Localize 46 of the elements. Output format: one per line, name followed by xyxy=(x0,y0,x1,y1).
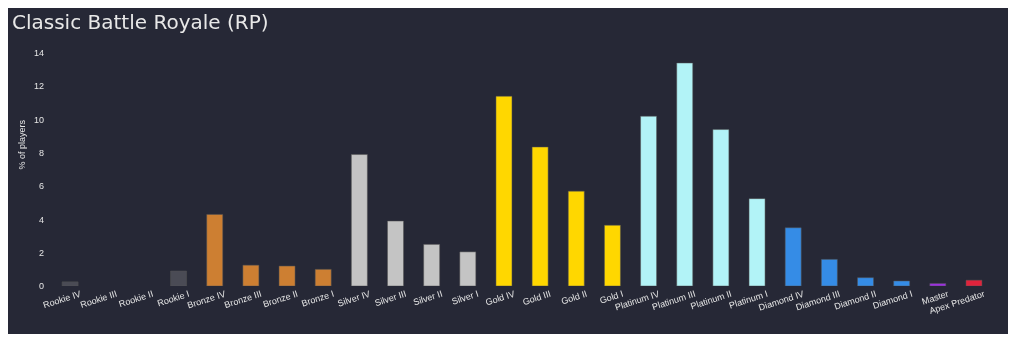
y-tick-label: 0 xyxy=(38,281,44,292)
x-tick-label: Bronze II xyxy=(261,288,300,310)
bar xyxy=(568,190,585,286)
bar xyxy=(857,277,874,286)
bar xyxy=(351,154,368,286)
x-tick-label: Gold II xyxy=(559,288,589,307)
y-tick-label: 10 xyxy=(33,114,44,125)
y-tick-label: 8 xyxy=(38,148,44,159)
bar xyxy=(61,281,79,286)
y-tick-label: 4 xyxy=(38,214,44,225)
x-tick-label: Gold III xyxy=(521,288,553,308)
bar xyxy=(423,244,440,286)
x-tick-label: Silver IV xyxy=(336,288,372,309)
bar xyxy=(531,146,549,286)
y-tick-label: 2 xyxy=(38,247,44,258)
bar xyxy=(712,129,730,286)
y-tick-label: 6 xyxy=(38,181,44,192)
x-tick-label: Rookie II xyxy=(117,288,155,310)
y-axis-title: % of players xyxy=(17,119,28,170)
bar xyxy=(821,259,838,286)
bar xyxy=(459,251,477,286)
x-tick-label: Bronze III xyxy=(223,288,263,311)
bar xyxy=(784,227,802,286)
bar xyxy=(640,115,657,286)
x-tick-label: Silver II xyxy=(412,288,444,308)
bar xyxy=(676,62,693,286)
x-tick-label: Gold IV xyxy=(484,288,516,308)
x-tick-label: Bronze I xyxy=(300,288,336,309)
bar xyxy=(929,283,947,286)
x-tick-label: Silver I xyxy=(450,288,480,307)
y-tick-label: 12 xyxy=(33,81,44,92)
bar xyxy=(170,270,187,286)
bar xyxy=(965,279,983,286)
bar xyxy=(748,198,766,286)
bar xyxy=(206,214,223,286)
bar xyxy=(314,269,332,286)
bar xyxy=(278,265,296,286)
chart-title: Classic Battle Royale (RP) xyxy=(12,10,269,34)
bar xyxy=(604,225,621,286)
y-tick-label: 14 xyxy=(33,48,44,59)
bar xyxy=(495,96,513,286)
bar xyxy=(387,220,404,286)
bar xyxy=(893,280,910,286)
x-tick-label: Rookie III xyxy=(79,288,119,310)
x-tick-label: Silver III xyxy=(373,288,408,309)
bar xyxy=(242,264,260,286)
